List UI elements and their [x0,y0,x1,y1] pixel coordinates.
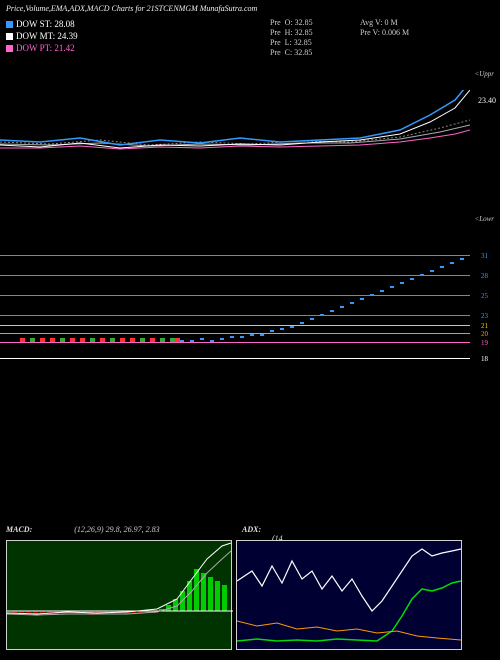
legend-label: DOW MT: 24.39 [16,30,78,42]
price-label: 23.40 [478,96,496,105]
volume-dot [330,310,334,312]
prev-high: Pre H: 32.85 [270,28,313,38]
prev-low: Pre L: 32.85 [270,38,313,48]
scale-line: 19 [0,342,470,343]
adx-svg [237,541,463,651]
price-chart: 23.40 [0,90,470,210]
volume-dot [460,258,464,260]
legend-label: DOW PT: 21.42 [16,42,75,54]
scale-line: 31 [0,255,470,256]
pre-vol: Pre V: 0.006 M [360,28,409,38]
adx-plus-di [237,581,461,641]
scale-line: 20 [0,333,470,334]
volume-dot [380,290,384,292]
scale-label: 28 [481,272,488,280]
legend-item: DOW ST: 28.08 [6,18,78,30]
prev-ohlc-block: Pre O: 32.85 Pre H: 32.85 Pre L: 32.85 P… [270,18,313,58]
scale-label: 18 [481,355,488,363]
macd-hist-bar [222,585,227,611]
line-grey2 [0,125,470,146]
legend-swatch [6,45,13,52]
scale-label: 21 [481,322,488,330]
scale-label: 19 [481,339,488,347]
lower-bound-note: <Lowr [474,215,494,223]
scale-label: 25 [481,292,488,300]
legend-swatch [6,21,13,28]
volume-dot [400,282,404,284]
scale-line: 28 [0,275,470,276]
volume-dot [360,298,364,300]
legend-item: DOW PT: 21.42 [6,42,78,54]
price-chart-svg [0,90,470,210]
scale-label: 20 [481,330,488,338]
scale-label: 23 [481,312,488,320]
volume-dot [410,278,414,280]
volume-dot [240,336,244,338]
macd-svg [7,541,233,651]
scale-label: 31 [481,252,488,260]
scale-line: 23 [0,315,470,316]
scale-line: 25 [0,295,470,296]
macd-chart [6,540,232,650]
macd-label: MACD: [6,525,32,534]
upper-bound-note: <Uppr [474,70,494,78]
volume-dot [220,338,224,340]
macd-hist-bar [208,577,213,611]
volume-dot [260,334,264,336]
macd-params: (12,26,9) 29.8, 26.97, 2.83 [74,525,159,534]
adx-chart [236,540,462,650]
volume-dot [430,270,434,272]
volume-dot [390,286,394,288]
prev-open: Pre O: 32.85 [270,18,313,28]
volume-dot [350,302,354,304]
scale-line: 21 [0,325,470,326]
legend-swatch [6,33,13,40]
volume-dot [300,322,304,324]
volume-dot [290,326,294,328]
volume-dot [280,328,284,330]
adx-line [237,549,461,611]
line-grey1 [0,120,470,145]
volume-dot [450,262,454,264]
prev-close: Pre C: 32.85 [270,48,313,58]
volume-dot [250,334,254,336]
chart-title: Price,Volume,EMA,ADX,MACD Charts for 21S… [6,4,257,13]
volume-dot [230,336,234,338]
macd-hist-bar [215,581,220,611]
adx-minus-di [237,621,461,640]
volume-dot [340,306,344,308]
volume-dot [200,338,204,340]
macd-hist-bar [187,581,192,611]
volume-dot [270,330,274,332]
legend-label: DOW ST: 28.08 [16,18,75,30]
legend-block: DOW ST: 28.08 DOW MT: 24.39 DOW PT: 21.4… [6,18,78,54]
indicator-labels: MACD: (12,26,9) 29.8, 26.97, 2.83 ADX: (… [6,525,160,534]
legend-item: DOW MT: 24.39 [6,30,78,42]
volume-dot [440,266,444,268]
scale-line: 18 [0,358,470,359]
avg-vol: Avg V: 0 M [360,18,409,28]
volume-dot [310,318,314,320]
avg-volume-block: Avg V: 0 M Pre V: 0.006 M [360,18,409,38]
